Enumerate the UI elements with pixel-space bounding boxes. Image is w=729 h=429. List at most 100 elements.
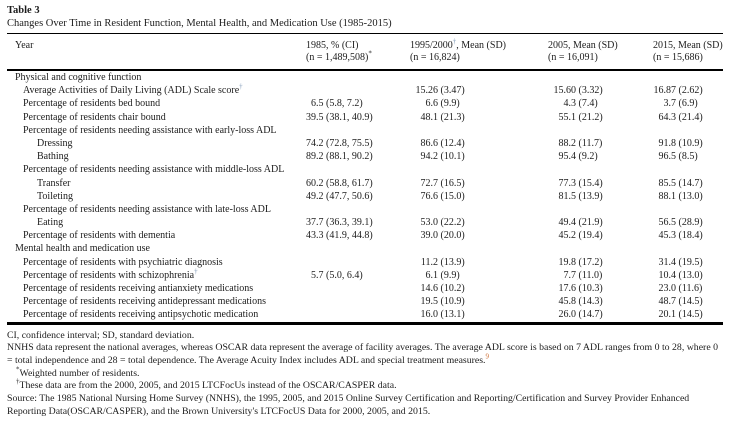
row-label: Percentage of residents with schizophren… <box>23 267 198 281</box>
column-header-1995-2000: 1995/2000†, Mean (SD) (n = 16,824) <box>410 37 506 63</box>
cell-value: 95.4 (9.2) <box>558 151 598 163</box>
cell-value: 4.3 (7.4) <box>563 98 598 110</box>
table-header-rule <box>7 69 723 71</box>
table-row: Percentage of residents receiving antips… <box>7 308 723 321</box>
row-label: Dressing <box>37 137 73 149</box>
cell-value: 56.5 (28.9) <box>658 217 703 229</box>
dagger-marker: † <box>16 378 20 387</box>
cell-value: 43.3 (41.9, 44.8) <box>306 230 373 242</box>
cell-value: 17.6 (10.3) <box>558 283 603 294</box>
table-row: Percentage of residents needing assistan… <box>7 124 723 137</box>
cell-value: 26.0 (14.7) <box>558 309 603 321</box>
cell-value: 72.7 (16.5) <box>420 177 465 189</box>
table-row: Percentage of residents receiving antide… <box>7 295 723 308</box>
cell-value: 45.2 (19.4) <box>558 230 603 242</box>
section-row: Mental health and medication use <box>7 242 723 255</box>
cell-value: 6.1 (9.9) <box>425 269 460 281</box>
table-row: Eating 37.7 (36.3, 39.1) 53.0 (22.2) 49.4 (… <box>7 216 723 229</box>
cell-value: 11.2 (13.9) <box>420 256 465 268</box>
cell-value: 53.0 (22.2) <box>420 217 465 229</box>
cell-value: 31.4 (19.5) <box>658 256 703 268</box>
cell-value: 15.26 (3.47) <box>415 85 465 97</box>
cell-value: 16.0 (13.1) <box>420 309 465 321</box>
cell-value: 6.5 (5.8, 7.2) <box>311 98 363 110</box>
column-header-1985: 1985, % (CI) (n = 1,489,508)* <box>306 40 372 63</box>
table-row: Percentage of residents with schizophren… <box>7 267 723 282</box>
dagger-marker: † <box>239 82 243 91</box>
table-row: Percentage of residents receiving antian… <box>7 282 723 295</box>
row-label: Eating <box>37 217 64 229</box>
column-header-2015: 2015, Mean (SD) (n = 15,686) <box>653 40 723 63</box>
table-row: Transfer 60.2 (58.8, 61.7) 72.7 (16.5) 77.3… <box>7 177 723 190</box>
footnote: *Weighted number of residents. <box>16 365 140 379</box>
row-label: Average Activities of Daily Living (ADL)… <box>23 82 243 97</box>
row-label: Percentage of residents chair bound <box>23 111 166 123</box>
table-row: Percentage of residents chair bound 39.5 … <box>7 111 723 124</box>
section-row: Physical and cognitive function <box>7 71 723 84</box>
cell-value: 45.8 (14.3) <box>558 296 603 308</box>
cell-value: 49.4 (21.9) <box>558 217 603 229</box>
row-label: Percentage of residents bed bound <box>23 98 161 110</box>
footnote: †These data are from the 2000, 2005, and… <box>16 378 397 392</box>
cell-value: 48.7 (14.5) <box>658 296 703 308</box>
cell-value: 96.5 (8.5) <box>658 151 698 163</box>
table-title: Table 3 <box>7 5 40 16</box>
row-label: Percentage of residents receiving antide… <box>23 296 266 308</box>
table-row: Percentage of residents needing assistan… <box>7 203 723 216</box>
cell-value: 20.1 (14.5) <box>658 309 703 321</box>
cell-value: 88.2 (11.7) <box>558 137 603 149</box>
cell-value: 15.60 (3.32) <box>553 85 603 97</box>
table-row: Average Activities of Daily Living (ADL)… <box>7 82 723 97</box>
cell-value: 7.7 (11.0) <box>563 269 603 281</box>
table-body: Physical and cognitive function Average A… <box>7 71 723 322</box>
dagger-marker: † <box>452 37 457 46</box>
cell-value: 14.6 (10.2) <box>420 283 465 294</box>
footnote: Source: The 1985 National Nursing Home S… <box>7 393 690 417</box>
table-caption: Changes Over Time in Resident Function, … <box>7 18 392 29</box>
cell-value: 74.2 (72.8, 75.5) <box>306 137 373 149</box>
cell-value: 39.0 (20.0) <box>420 230 465 242</box>
row-label: Physical and cognitive function <box>15 72 142 83</box>
table-row: Percentage of residents with psychiatric… <box>7 256 723 269</box>
cell-value: 16.87 (2.62) <box>653 85 703 97</box>
cell-value: 39.5 (38.1, 40.9) <box>306 111 373 123</box>
table-row: Bathing 89.2 (88.1, 90.2) 94.2 (10.1) 95.4 … <box>7 150 723 163</box>
citation-link[interactable]: 9 <box>485 352 490 361</box>
row-label: Bathing <box>37 151 69 163</box>
cell-value: 5.7 (5.0, 6.4) <box>311 269 363 281</box>
cell-value: 6.6 (9.9) <box>425 98 460 110</box>
row-label: Percentage of residents with psychiatric… <box>23 256 223 268</box>
cell-value: 64.3 (21.4) <box>658 111 703 123</box>
row-label: Percentage of residents needing assistan… <box>23 203 271 215</box>
cell-value: 10.4 (13.0) <box>658 269 703 281</box>
row-label: Percentage of residents with dementia <box>23 230 176 242</box>
row-label: Percentage of residents receiving antips… <box>23 309 259 321</box>
table-row: Percentage of residents bed bound 6.5 (5.… <box>7 97 723 110</box>
footnote: NNHS data represent the national average… <box>7 342 719 366</box>
asterisk-marker: * <box>368 49 372 58</box>
cell-value: 76.6 (15.0) <box>420 190 465 202</box>
cell-value: 91.8 (10.9) <box>658 137 703 149</box>
cell-value: 55.1 (21.2) <box>558 111 603 123</box>
row-label: Mental health and medication use <box>15 243 150 255</box>
table-row: Toileting 49.2 (47.7, 50.6) 76.6 (15.0) 81.… <box>7 190 723 203</box>
table-header-row: Year 1985, % (CI) (n = 1,489,508)* 1995/200… <box>7 34 723 69</box>
cell-value: 94.2 (10.1) <box>420 151 465 163</box>
cell-value: 89.2 (88.1, 90.2) <box>306 151 373 163</box>
paper-page: Table 3 Changes Over Time in Resident Fu… <box>7 5 723 419</box>
cell-value: 48.1 (21.3) <box>420 111 465 123</box>
cell-value: 23.0 (11.6) <box>658 283 703 294</box>
footnotes: CI, confidence interval; SD, standard de… <box>7 330 723 419</box>
cell-value: 49.2 (47.7, 50.6) <box>306 190 373 202</box>
cell-value: 19.5 (10.9) <box>420 296 465 308</box>
table-row: Dressing 74.2 (72.8, 75.5) 86.6 (12.4) 88.2… <box>7 137 723 150</box>
column-header-2005: 2005, Mean (SD) (n = 16,091) <box>548 40 618 63</box>
table-row: Percentage of residents needing assistan… <box>7 163 723 176</box>
row-label: Percentage of residents receiving antian… <box>23 283 254 294</box>
cell-value: 88.1 (13.0) <box>658 190 703 202</box>
cell-value: 85.5 (14.7) <box>658 177 703 189</box>
table-row: Percentage of residents with dementia 43.… <box>7 229 723 242</box>
cell-value: 81.5 (13.9) <box>558 190 603 202</box>
asterisk-marker: * <box>16 365 20 374</box>
table: Year 1985, % (CI) (n = 1,489,508)* 1995/200… <box>7 33 723 325</box>
